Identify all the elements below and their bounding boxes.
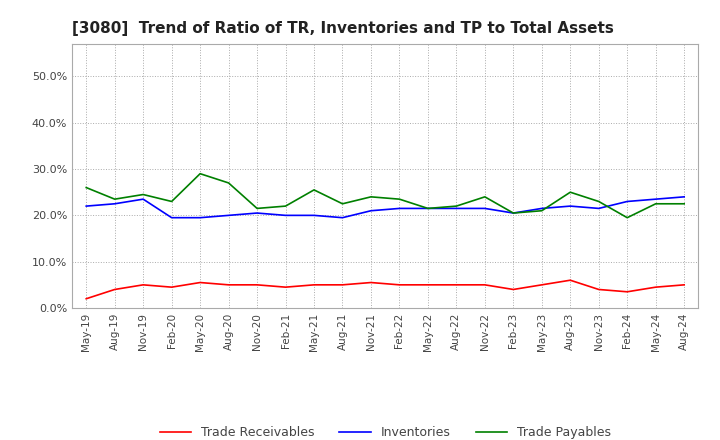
Inventories [652, 197, 660, 202]
Trade Payables [196, 171, 204, 176]
Trade Receivables [652, 285, 660, 290]
Trade Payables [310, 187, 318, 193]
Trade Receivables [310, 282, 318, 287]
Inventories [680, 194, 688, 199]
Line: Trade Payables: Trade Payables [86, 174, 684, 218]
Inventories [110, 201, 119, 206]
Trade Receivables [480, 282, 489, 287]
Trade Receivables [338, 282, 347, 287]
Trade Receivables [253, 282, 261, 287]
Trade Payables [680, 201, 688, 206]
Trade Payables [566, 190, 575, 195]
Inventories [167, 215, 176, 220]
Trade Payables [139, 192, 148, 197]
Trade Receivables [395, 282, 404, 287]
Inventories [623, 199, 631, 204]
Trade Payables [253, 206, 261, 211]
Trade Payables [82, 185, 91, 190]
Inventories [480, 206, 489, 211]
Trade Receivables [509, 287, 518, 292]
Trade Payables [110, 197, 119, 202]
Trade Receivables [282, 285, 290, 290]
Line: Trade Receivables: Trade Receivables [86, 280, 684, 299]
Trade Receivables [196, 280, 204, 285]
Trade Payables [623, 215, 631, 220]
Trade Payables [452, 203, 461, 209]
Inventories [595, 206, 603, 211]
Inventories [282, 213, 290, 218]
Trade Receivables [167, 285, 176, 290]
Trade Payables [480, 194, 489, 199]
Trade Payables [395, 197, 404, 202]
Trade Payables [282, 203, 290, 209]
Text: [3080]  Trend of Ratio of TR, Inventories and TP to Total Assets: [3080] Trend of Ratio of TR, Inventories… [72, 21, 614, 36]
Inventories [196, 215, 204, 220]
Trade Receivables [680, 282, 688, 287]
Trade Receivables [566, 278, 575, 283]
Trade Receivables [537, 282, 546, 287]
Trade Payables [338, 201, 347, 206]
Inventories [423, 206, 432, 211]
Inventories [366, 208, 375, 213]
Inventories [395, 206, 404, 211]
Trade Receivables [595, 287, 603, 292]
Trade Receivables [139, 282, 148, 287]
Trade Payables [509, 210, 518, 216]
Inventories [338, 215, 347, 220]
Trade Payables [652, 201, 660, 206]
Trade Receivables [452, 282, 461, 287]
Trade Receivables [623, 289, 631, 294]
Trade Receivables [110, 287, 119, 292]
Trade Payables [167, 199, 176, 204]
Inventories [225, 213, 233, 218]
Inventories [310, 213, 318, 218]
Inventories [82, 203, 91, 209]
Trade Receivables [82, 296, 91, 301]
Legend: Trade Receivables, Inventories, Trade Payables: Trade Receivables, Inventories, Trade Pa… [160, 426, 611, 439]
Trade Payables [366, 194, 375, 199]
Trade Payables [537, 208, 546, 213]
Inventories [566, 203, 575, 209]
Trade Receivables [423, 282, 432, 287]
Inventories [253, 210, 261, 216]
Trade Receivables [366, 280, 375, 285]
Inventories [139, 197, 148, 202]
Trade Payables [423, 206, 432, 211]
Trade Payables [595, 199, 603, 204]
Inventories [537, 206, 546, 211]
Inventories [509, 210, 518, 216]
Trade Receivables [225, 282, 233, 287]
Line: Inventories: Inventories [86, 197, 684, 218]
Trade Payables [225, 180, 233, 186]
Inventories [452, 206, 461, 211]
